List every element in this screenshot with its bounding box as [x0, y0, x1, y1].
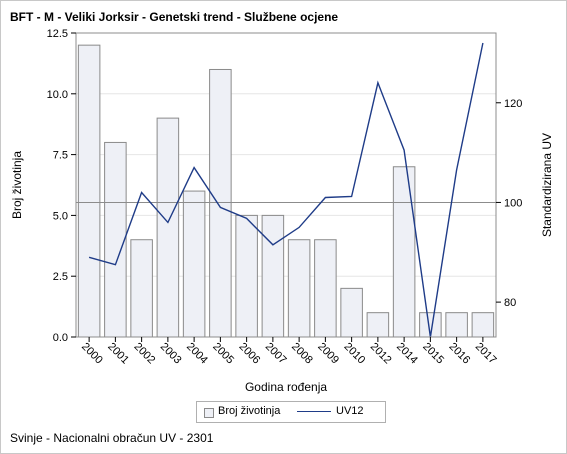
- y-tick-label: 0.0: [53, 332, 68, 344]
- bar: [392, 166, 416, 338]
- bar-series: [77, 44, 495, 338]
- bar: [340, 287, 363, 338]
- bar: [366, 312, 390, 338]
- x-tick-label: 2017: [473, 341, 499, 367]
- x-tick-label: 2010: [342, 341, 368, 367]
- bar: [130, 239, 153, 338]
- legend-bar-swatch: [204, 408, 214, 418]
- y2-tick-label: 120: [504, 98, 522, 110]
- uv-line: [88, 42, 484, 338]
- legend-line-swatch: [297, 411, 331, 412]
- bar: [235, 214, 258, 338]
- chart-title: BFT - M - Veliki Jorksir - Genetski tren…: [10, 10, 339, 24]
- x-tick-label: 2004: [184, 341, 210, 367]
- y-axis-label: Broj životinja: [10, 151, 24, 219]
- bar: [182, 190, 206, 338]
- plot-area-border: [75, 32, 497, 338]
- bar: [445, 312, 468, 338]
- x-tick-label: 2006: [237, 341, 263, 367]
- y-axis-right: 80 100 120: [496, 98, 522, 309]
- y-tick-label: 12.5: [47, 28, 68, 40]
- bar: [156, 117, 180, 338]
- legend-bar-label: Broj životinja: [218, 405, 281, 417]
- x-tick-label: 2016: [447, 341, 473, 367]
- y2-tick-label: 100: [504, 197, 522, 209]
- x-tick-label: 2015: [420, 341, 446, 367]
- bar: [77, 44, 101, 338]
- y2-tick-label: 80: [504, 297, 516, 309]
- x-tick-label: 2014: [394, 341, 420, 367]
- x-axis: 2000 2001 2002 2003 2004 2005 2006 2007 2008 2009…: [79, 337, 499, 366]
- legend-line-label: UV12: [336, 405, 364, 417]
- y-tick-label: 7.5: [53, 150, 68, 162]
- bar: [261, 214, 285, 338]
- y-tick-label: 10.0: [47, 89, 68, 101]
- line-series: [88, 42, 484, 338]
- y-tick-label: 5.0: [53, 210, 68, 222]
- legend: Broj životinja UV12: [196, 401, 386, 423]
- bar: [209, 68, 232, 338]
- x-tick-label: 2001: [105, 341, 131, 367]
- x-tick-label: 2002: [132, 341, 158, 367]
- bar: [287, 239, 311, 338]
- y2-axis-label: Standardizirana UV: [540, 133, 554, 237]
- y-tick-label: 2.5: [53, 271, 68, 283]
- y-axis-left: 0.0 2.5 5.0 7.5 10.0 12.5: [47, 28, 76, 344]
- bar: [314, 239, 337, 338]
- bar: [104, 141, 127, 338]
- x-tick-label: 2012: [368, 341, 394, 367]
- x-tick-label: 2009: [315, 341, 341, 367]
- x-tick-label: 2000: [79, 341, 105, 367]
- bar: [471, 312, 495, 338]
- x-tick-label: 2007: [263, 341, 289, 367]
- x-tick-label: 2005: [210, 341, 236, 367]
- footnote: Svinje - Nacionalni obračun UV - 2301: [10, 431, 214, 445]
- x-tick-label: 2003: [158, 341, 184, 367]
- x-axis-label: Godina rođenja: [245, 380, 327, 394]
- x-tick-label: 2008: [289, 341, 315, 367]
